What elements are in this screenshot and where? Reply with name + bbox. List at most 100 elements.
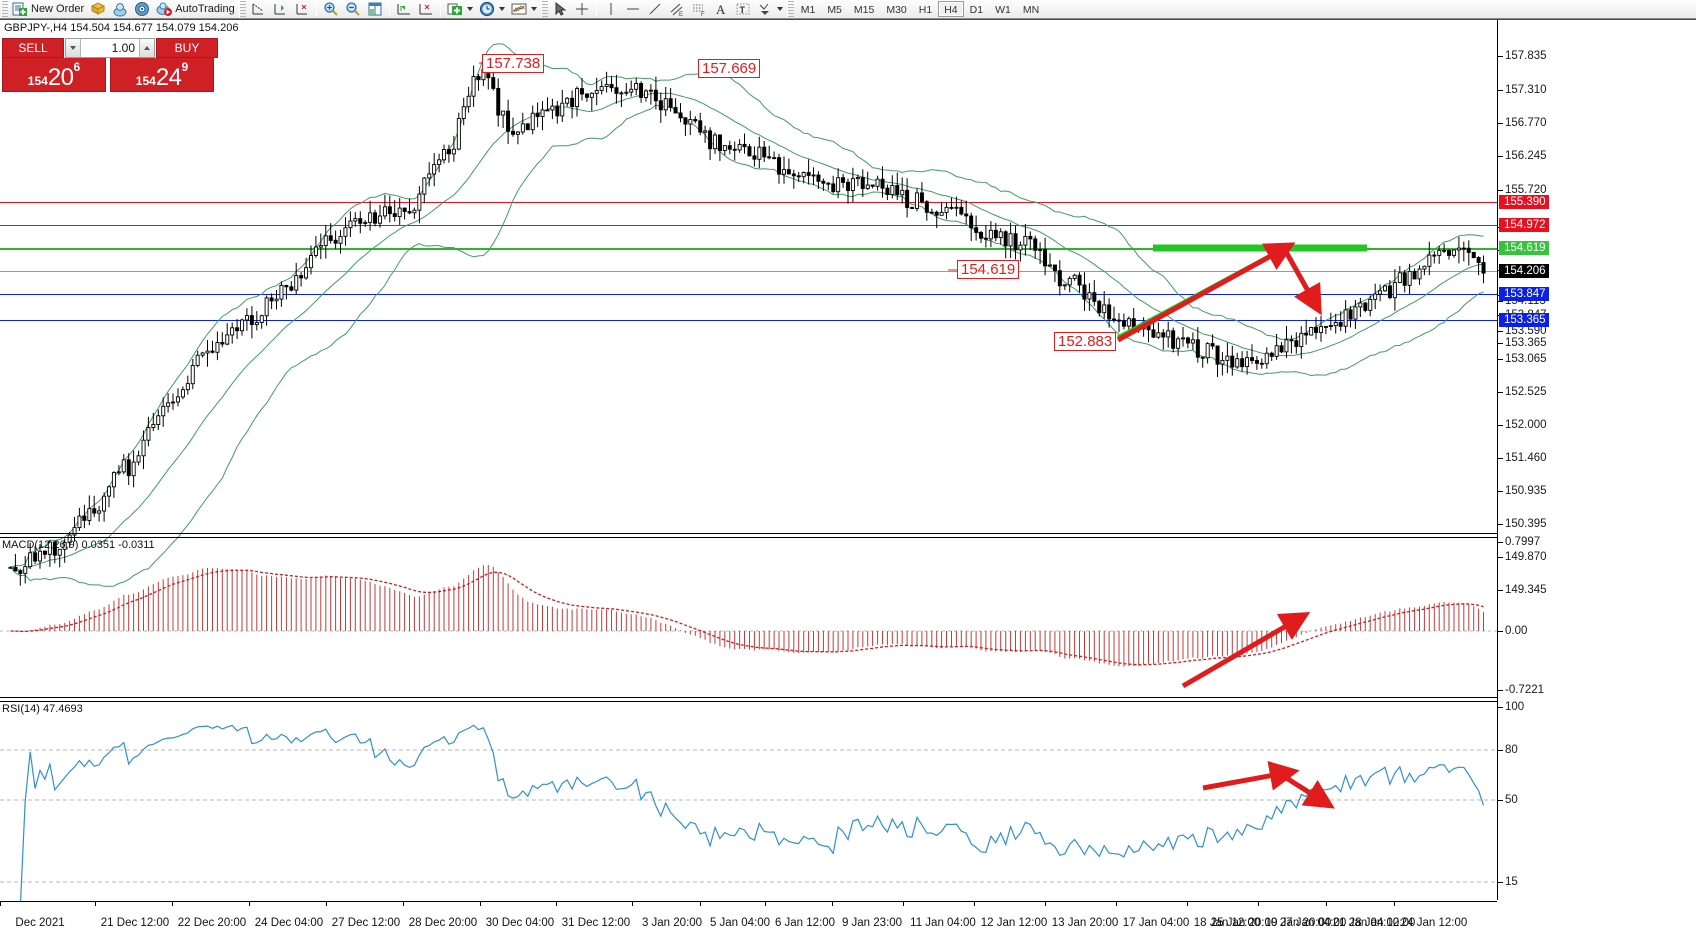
chevron-down-icon[interactable] [530,7,537,11]
toolbar-separator-4 [595,1,597,17]
metaeditor-button[interactable] [87,1,109,18]
price-line-support-153365[interactable] [0,320,1497,321]
svg-text:E: E [679,12,683,17]
candlestick-chart-icon [418,1,434,17]
volume-stepper[interactable]: 1.00 [65,38,155,58]
cursor-tool-button[interactable] [549,1,571,18]
horizontal-line-tool-button[interactable] [291,1,313,18]
price-tick [1498,392,1503,393]
buy-button[interactable]: BUY [156,38,218,58]
timeframe-w1-button[interactable]: W1 [995,4,1011,16]
price-badge-155390[interactable]: 155.390 [1499,195,1549,209]
price-panel-drawings[interactable] [0,20,1497,535]
axis-tick [1498,800,1503,801]
macd-signal-line [10,569,1484,666]
red-uptrend-arrow [1116,242,1296,343]
candlestick-series [8,55,1486,586]
price-badge-153847[interactable]: 153.847 [1499,287,1549,301]
price-badge-153365[interactable]: 153.365 [1499,313,1549,327]
text-label-button[interactable]: T [732,1,754,18]
timeframe-m1-button[interactable]: M1 [800,4,816,16]
sell-button[interactable]: SELL [2,38,64,58]
price-line-resistance-155390[interactable] [0,202,1497,203]
autotrading-label: AutoTrading [175,3,235,15]
price-badge-154619[interactable]: 154.619 [1499,241,1549,255]
trendline-draw-button[interactable] [644,1,666,18]
timeframe-m15-button[interactable]: M15 [853,4,875,16]
price-line-support-153847[interactable] [0,294,1497,295]
crosshair-cursor-button[interactable] [571,1,593,18]
price-tick [1498,90,1503,91]
annotation-level-154619[interactable]: 154.619 [957,260,1020,279]
horizontal-line-draw-button[interactable] [622,1,644,18]
macd-panel-drawings[interactable] [0,538,1497,697]
toolbar-grip-1[interactable] [1,0,8,18]
cursor-arrow-icon [552,1,568,17]
crosshair-tool-button[interactable] [247,1,269,18]
chevron-down-icon[interactable] [776,7,783,11]
timeframe-m5-button[interactable]: M5 [827,4,842,16]
add-indicator-button[interactable] [444,1,476,18]
axis-tick [1498,690,1503,691]
panel-separator-2 [0,697,1497,698]
timeframe-m30-button[interactable]: M30 [886,4,907,16]
price-line-current-price-154206[interactable] [0,271,1497,272]
price-line-resistance-154619[interactable] [0,248,1497,250]
zoom-out-button[interactable] [342,1,364,18]
vertical-line-tool-button[interactable] [269,1,291,18]
timeframe-h4-button[interactable]: H4 [938,1,964,17]
volume-input[interactable]: 1.00 [111,41,135,55]
text-tool-button[interactable]: A [710,1,732,18]
price-scale-axis-line [1497,20,1498,900]
timeframe-h1-button[interactable]: H1 [918,4,933,16]
signals-button[interactable] [131,1,153,18]
period-button[interactable] [476,1,508,18]
volume-decrement-button[interactable] [66,39,81,57]
price-badge-154972[interactable]: 154.972 [1499,218,1549,232]
price-tick [1498,190,1503,191]
chevron-down-icon[interactable] [498,7,505,11]
macd-axis-zero: 0.00 [1505,625,1528,637]
sell-price-display[interactable]: 154 20 6 [2,58,106,92]
chart-area[interactable]: GBPJPY-,H4 154.504 154.677 154.079 154.2… [0,19,1696,934]
annotation-high-157669[interactable]: 157.669 [698,59,761,78]
price-badge-154206[interactable]: 154.206 [1499,264,1549,278]
volume-increment-button[interactable] [139,39,154,57]
one-click-trading-panel[interactable]: SELL 1.00 BUY 154 20 6 154 24 9 [2,38,218,92]
arrows-tool-button[interactable] [754,1,786,18]
channel-icon: E [669,1,685,18]
zoom-in-button[interactable] [320,1,342,18]
time-axis[interactable]: Dec 2021 21 Dec 12:00 22 Dec 20:00 24 Dec 0… [0,901,1696,934]
vertical-line-draw-button[interactable] [600,1,622,18]
annotation-high-157738[interactable]: 157.738 [482,54,545,73]
axis-tick [1498,542,1503,543]
toolbar-grip-2[interactable] [238,0,246,18]
timeframe-mn-button[interactable]: MN [1022,4,1040,16]
vline-draw-icon [603,1,619,17]
price-line-resistance-154972[interactable] [0,225,1497,226]
buy-price-display[interactable]: 154 24 9 [110,58,214,92]
price-tick-label: 157.835 [1505,50,1547,62]
macd-axis-max: 0.7997 [1505,536,1541,548]
chevron-down-icon[interactable] [466,7,473,11]
bar-chart-button[interactable] [393,1,415,18]
rsi-panel-drawings[interactable] [0,702,1497,900]
text-label-icon: T [735,1,751,17]
equidistant-channel-button[interactable]: E [666,1,688,18]
fibonacci-icon: F [691,1,707,18]
templates-button[interactable] [508,1,540,18]
timeframe-d1-button[interactable]: D1 [969,4,984,16]
price-tick [1498,491,1503,492]
price-axis[interactable]: 157.835157.310156.770156.245155.720155.1… [1498,20,1696,900]
annotation-low-152883[interactable]: 152.883 [1054,332,1117,351]
candlestick-chart-button[interactable] [415,1,437,18]
macd-red-uptrend-arrow [1181,611,1311,689]
expert-advisors-button[interactable] [109,1,131,18]
toolbar-grip-4[interactable] [786,0,794,18]
new-order-button[interactable]: New Order [9,1,87,18]
data-window-button[interactable] [364,1,386,18]
autotrading-button[interactable]: AutoTrading [153,1,238,18]
price-tick-label: 157.310 [1505,84,1547,96]
toolbar-grip-3[interactable] [540,0,548,18]
fibonacci-button[interactable]: F [688,1,710,18]
